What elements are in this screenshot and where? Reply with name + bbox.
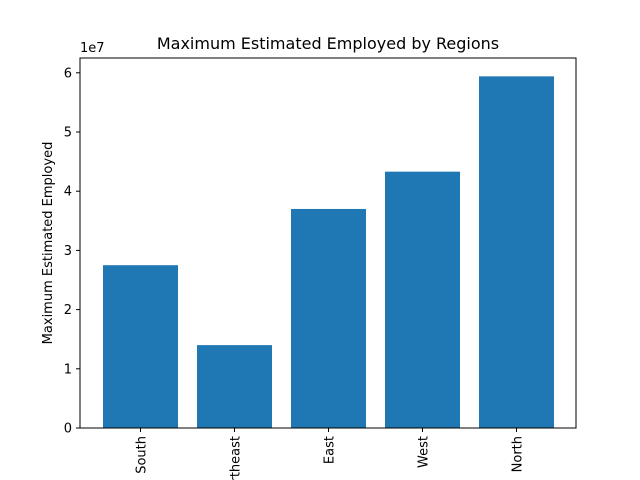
x-tick-label: East: [323, 436, 338, 464]
bar-south: [103, 265, 178, 428]
bar-northeast: [197, 345, 272, 428]
x-tick-label: South: [135, 436, 150, 474]
y-offset-label: 1e7: [80, 41, 105, 56]
y-tick-label: 1: [64, 362, 72, 377]
bars-group: [103, 76, 554, 428]
y-tick-label: 5: [64, 126, 72, 141]
y-tick-label: 3: [64, 244, 72, 259]
y-tick-label: 2: [64, 303, 72, 318]
y-tick-label: 0: [64, 422, 72, 437]
x-tick-label: West: [417, 436, 432, 468]
plot-frame: [79, 57, 577, 429]
x-tick-label: North: [511, 436, 526, 472]
y-tick-label: 4: [64, 185, 72, 200]
y-axis-ticks: 0 1 2 3 4 5 6: [64, 66, 80, 437]
y-tick-label: 6: [64, 66, 72, 81]
y-axis-label: Maximum Estimated Employed: [41, 142, 56, 345]
bar-north: [479, 76, 554, 428]
chart-title: Maximum Estimated Employed by Regions: [157, 34, 499, 53]
bar-east: [291, 208, 366, 428]
x-axis-ticks: South Northeast East West North: [135, 428, 526, 480]
bar-west: [385, 171, 460, 428]
x-tick-label: Northeast: [229, 436, 244, 480]
